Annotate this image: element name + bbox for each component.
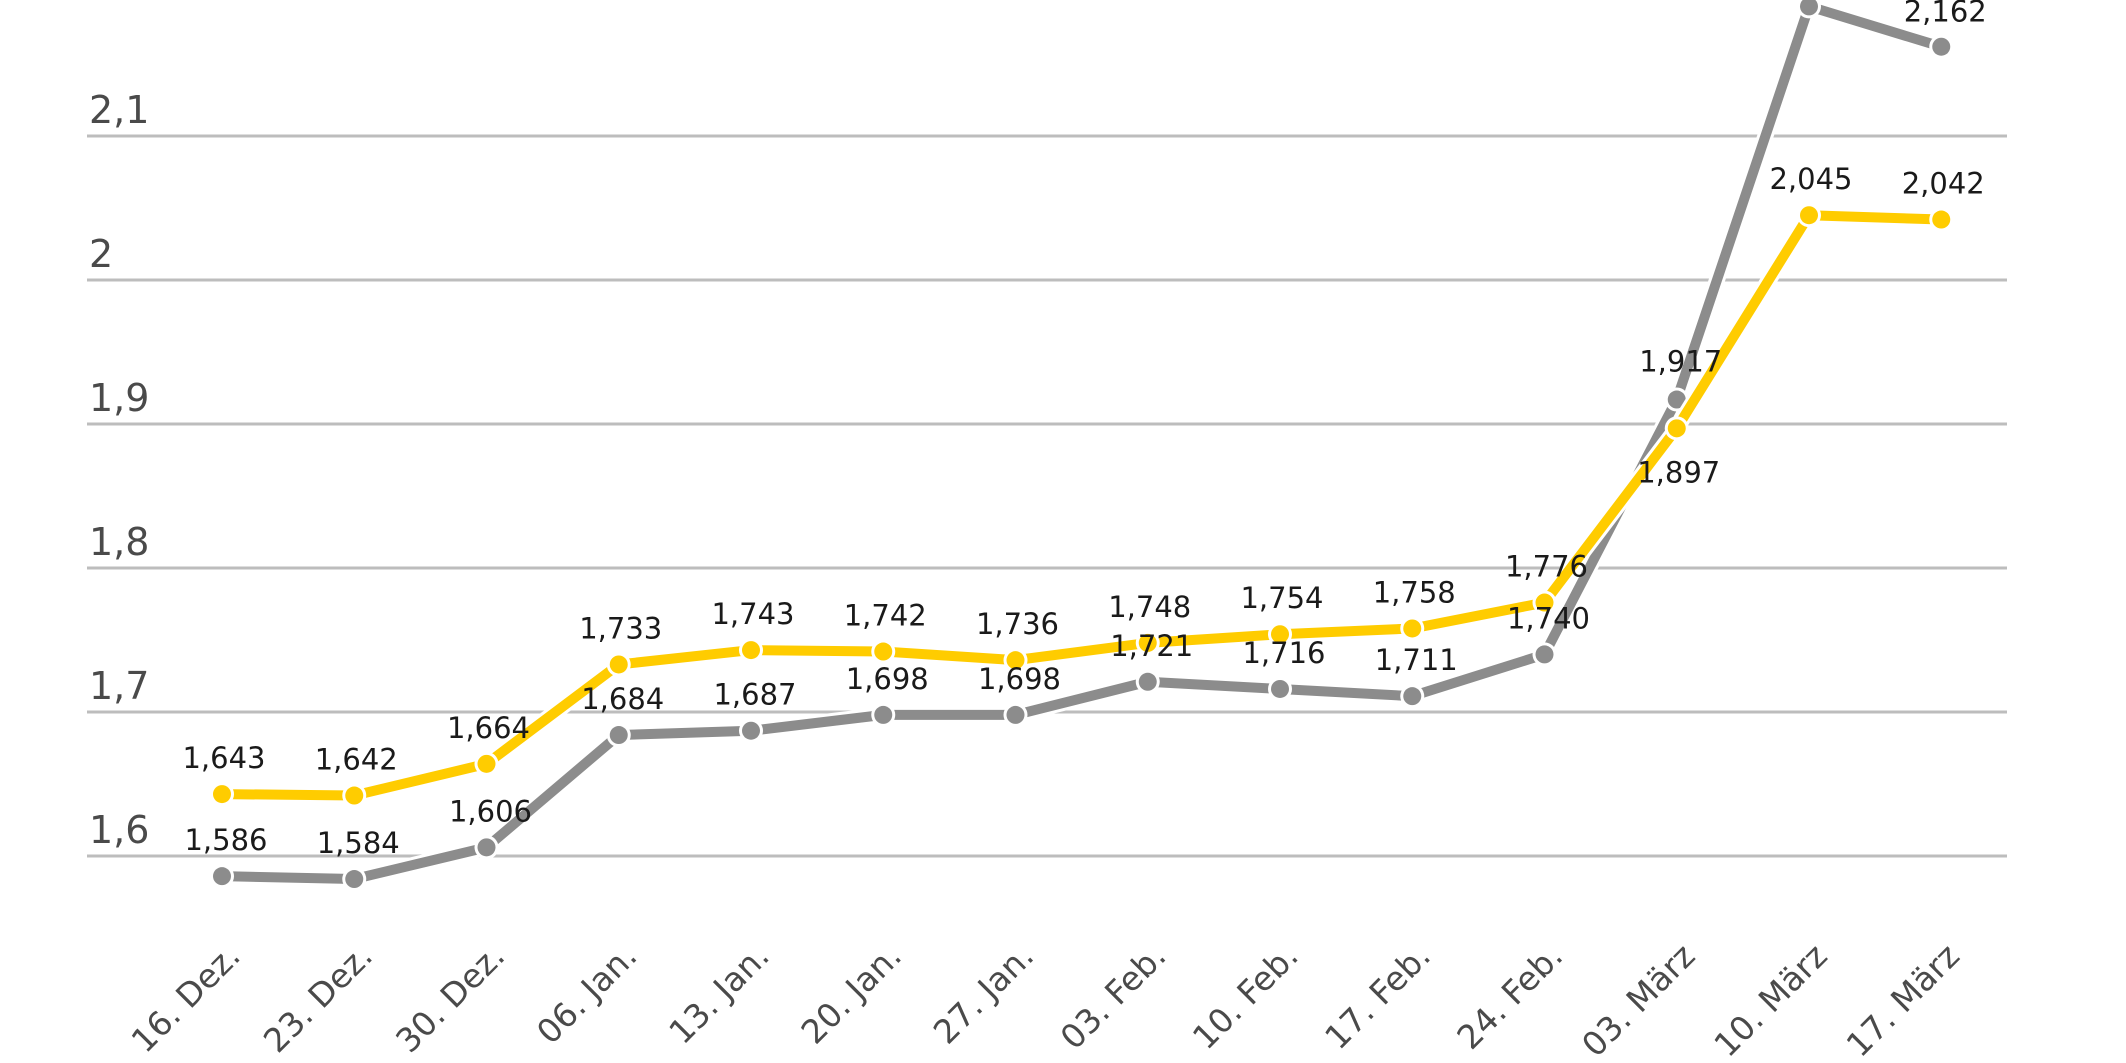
x-tick-label: 17. März — [1839, 936, 1967, 1063]
y-tick-label: 1,6 — [89, 808, 149, 852]
series-line — [221, 210, 1942, 801]
data-point-marker — [1006, 705, 1025, 724]
y-tick-label: 2 — [89, 232, 113, 276]
y-tick-label: 1,7 — [89, 664, 149, 708]
series-line — [221, 1, 1943, 885]
y-tick-label: 1,8 — [89, 520, 149, 564]
data-point-marker — [477, 838, 496, 857]
data-labels: 1,643 1,642 1,664 1,733 1,743 1,742 1,736 1,748… — [182, 0, 1986, 860]
data-label-yellow: 1,736 — [976, 607, 1059, 641]
data-series — [210, 0, 1954, 892]
y-axis-tick-labels: 1,6 1,7 1,8 1,9 2 2,1 — [89, 88, 149, 852]
data-point-marker — [742, 641, 760, 660]
x-tick-label: 17. Feb. — [1317, 936, 1438, 1057]
data-label-yellow: 1,743 — [711, 597, 794, 631]
x-tick-label: 20. Jan. — [793, 936, 909, 1052]
data-label-grey: 1,586 — [184, 823, 267, 857]
data-point-marker — [1535, 593, 1554, 612]
data-label-grey: 2,162 — [1904, 0, 1987, 29]
data-point-marker — [213, 785, 231, 804]
data-point-marker — [345, 786, 364, 805]
data-label-grey: 1,711 — [1375, 643, 1458, 677]
x-tick-label: 10. Feb. — [1185, 936, 1306, 1057]
data-point-marker — [477, 754, 496, 773]
data-label-grey: 1,698 — [846, 662, 929, 696]
y-tick-label: 1,9 — [89, 376, 149, 420]
data-label-grey: 1,684 — [581, 682, 664, 716]
x-tick-label: 03. Feb. — [1053, 936, 1174, 1057]
data-point-marker — [1006, 651, 1025, 670]
data-label-yellow: 1,748 — [1108, 590, 1191, 624]
data-label-yellow: 1,664 — [447, 711, 530, 745]
data-point-marker — [1800, 0, 1818, 16]
data-label-grey: 1,740 — [1507, 601, 1590, 635]
data-point-marker — [874, 642, 893, 661]
data-point-marker — [1932, 210, 1951, 229]
data-point-marker — [1800, 206, 1818, 225]
data-point-marker — [874, 705, 893, 724]
data-label-grey: 1,687 — [713, 678, 796, 712]
grey-series — [210, 0, 1954, 892]
x-tick-label: 24. Feb. — [1449, 936, 1570, 1057]
x-tick-label: 16. Dez. — [124, 936, 248, 1060]
data-label-grey: 1,698 — [978, 662, 1061, 696]
data-point-marker — [1271, 679, 1289, 698]
data-label-yellow: 2,045 — [1769, 162, 1852, 196]
data-label-yellow: 1,758 — [1373, 575, 1456, 609]
data-label-grey: 1,606 — [449, 794, 532, 828]
data-label-yellow: 1,742 — [844, 599, 927, 633]
yellow-series — [210, 203, 1954, 808]
data-point-marker — [345, 870, 364, 889]
data-point-marker — [1138, 672, 1157, 691]
x-tick-label: 13. Jan. — [661, 936, 777, 1052]
x-tick-label: 10. März — [1706, 936, 1834, 1063]
x-tick-label: 03. März — [1574, 936, 1702, 1063]
x-axis-tick-labels: 16. Dez. 23. Dez. 30. Dez. 06. Jan. 13. Jan.… — [124, 936, 1967, 1063]
data-label-yellow: 1,733 — [579, 611, 662, 645]
data-point-marker — [1138, 633, 1157, 652]
x-tick-label: 30. Dez. — [388, 936, 512, 1060]
data-point-marker — [1271, 625, 1289, 644]
x-tick-label: 23. Dez. — [256, 936, 380, 1060]
data-point-marker — [609, 655, 628, 674]
data-point-marker — [1667, 390, 1686, 409]
y-gridlines — [87, 134, 2007, 858]
x-tick-label: 06. Jan. — [529, 936, 645, 1052]
x-tick-label: 27. Jan. — [926, 936, 1042, 1052]
data-label-grey: 1,917 — [1639, 345, 1722, 379]
data-point-marker — [1403, 687, 1422, 706]
data-label-grey: 1,716 — [1242, 636, 1325, 670]
data-label-yellow: 1,897 — [1637, 455, 1720, 489]
data-point-marker — [609, 726, 628, 745]
data-point-marker — [1535, 645, 1554, 664]
data-label-yellow: 2,042 — [1902, 167, 1985, 201]
data-label-grey: 1,721 — [1110, 629, 1193, 663]
y-tick-label: 2,1 — [89, 88, 149, 132]
data-label-yellow: 1,642 — [315, 743, 398, 777]
data-point-marker — [1932, 37, 1951, 56]
data-label-grey: 1,584 — [317, 826, 400, 860]
data-point-marker — [1667, 419, 1686, 438]
data-point-marker — [1403, 619, 1422, 638]
data-label-yellow: 1,643 — [182, 741, 265, 775]
data-point-marker — [213, 867, 231, 886]
data-label-yellow: 1,754 — [1240, 581, 1323, 615]
data-label-yellow: 1,776 — [1505, 550, 1588, 584]
data-point-marker — [742, 721, 760, 740]
